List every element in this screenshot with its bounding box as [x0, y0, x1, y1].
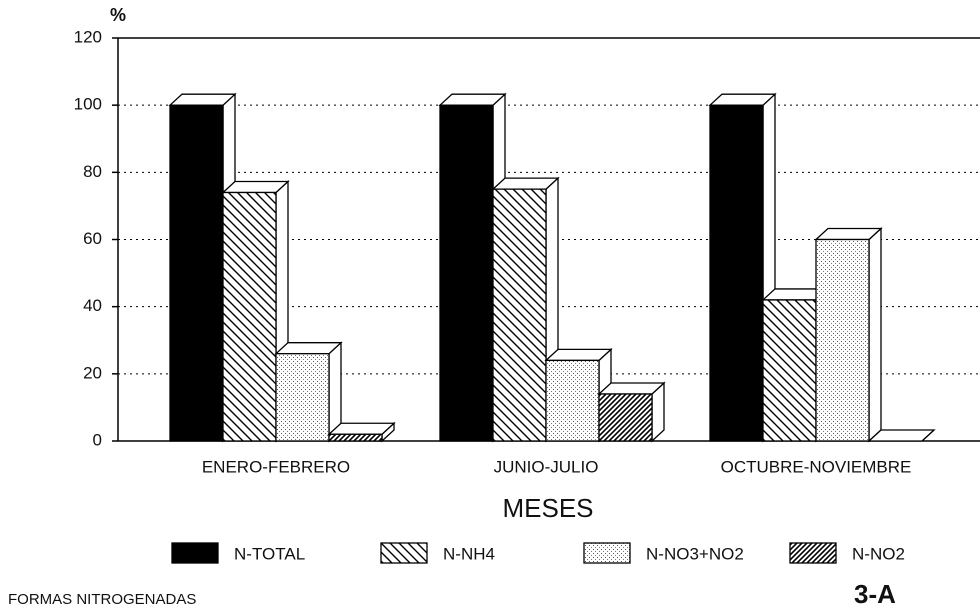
bar — [492, 188, 547, 442]
legend-label: N-NH4 — [443, 544, 495, 563]
legend-label: N-NO3+NO2 — [646, 544, 744, 563]
bar — [598, 393, 653, 442]
legend-swatch — [789, 542, 837, 564]
bar — [328, 433, 383, 442]
bar-top — [708, 93, 777, 106]
y-tick-label: 80 — [83, 162, 102, 181]
legend-swatch — [380, 542, 428, 564]
bar — [439, 104, 494, 442]
bar-top — [544, 348, 613, 362]
x-tick-label: JUNIO-JULIO — [494, 457, 599, 476]
bar-top — [327, 422, 396, 435]
bar — [709, 104, 764, 442]
y-tick-label: 100 — [74, 95, 102, 114]
y-axis-label: % — [110, 5, 126, 25]
caption: FORMAS NITROGENADAS — [8, 591, 196, 608]
x-tick-label: OCTUBRE-NOVIEMBRE — [721, 457, 912, 476]
bar — [815, 238, 870, 442]
bar-top — [168, 93, 237, 106]
bar — [169, 104, 224, 442]
y-tick-label: 60 — [83, 229, 102, 248]
legend-label: N-TOTAL — [234, 544, 305, 563]
y-tick-label: 0 — [93, 430, 102, 449]
bar — [222, 191, 277, 442]
bar-top — [274, 342, 343, 355]
legend-swatch — [583, 542, 631, 564]
x-tick-label: ENERO-FEBRERO — [202, 457, 350, 476]
figure-label: 3-A — [854, 579, 896, 609]
bar — [275, 353, 330, 442]
bar — [762, 299, 817, 442]
bar-top — [491, 177, 560, 190]
x-axis-label: MESES — [502, 493, 593, 523]
bar-top — [867, 429, 936, 442]
bar-top — [597, 382, 666, 395]
legend-swatch — [171, 542, 219, 564]
y-tick-label: 120 — [74, 27, 102, 46]
legend-label: N-NO2 — [852, 544, 905, 563]
bar-top — [221, 180, 290, 194]
bar — [545, 359, 600, 442]
bar-top — [814, 227, 883, 241]
bar-top — [438, 93, 507, 106]
bar-side — [868, 227, 882, 443]
y-tick-label: 40 — [83, 296, 102, 315]
y-tick-label: 20 — [83, 363, 102, 382]
